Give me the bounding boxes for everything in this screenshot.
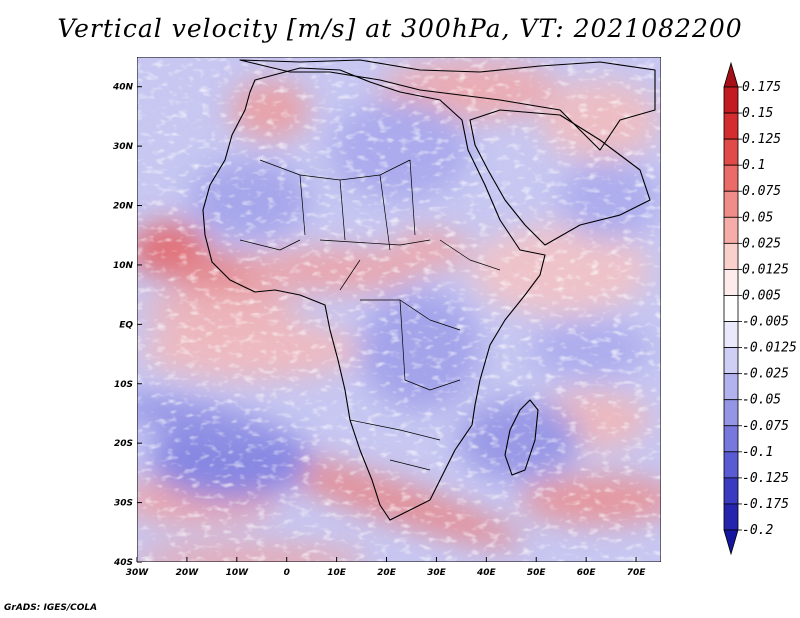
colorbar-label: -0.0125	[742, 341, 797, 356]
colorbar-swatch	[723, 477, 739, 505]
colorbar-label: -0.175	[742, 497, 789, 512]
credit-text: GrADS: IGES/COLA	[4, 603, 98, 613]
lon-tick-label: 30E	[427, 568, 447, 578]
coastline-arabia	[469, 109, 651, 246]
colorbar-label: 0.15	[742, 106, 773, 121]
colorbar-label: 0.125	[742, 132, 781, 147]
colorbar-label: -0.1	[742, 445, 773, 460]
colorbar-label: 0.05	[742, 210, 773, 225]
lon-tick-label: 20W	[176, 568, 200, 578]
colorbar-swatch	[723, 295, 739, 322]
colorbar-swatch	[723, 451, 739, 479]
map-title: Vertical velocity [m/s] at 300hPa, VT: 2…	[57, 14, 743, 43]
colorbar-swatch	[723, 86, 739, 114]
lon-tick-label: 50E	[527, 568, 547, 578]
colorbar-label: -0.075	[742, 419, 789, 434]
lon-tick-label: 70E	[627, 568, 647, 578]
velocity-field	[137, 57, 661, 562]
colorbar-top-triangle	[723, 61, 739, 88]
colorbar-label: -0.05	[742, 393, 781, 408]
longitude-axis: 30W 20W 10W 0 10E 20E 30E 40E 50E 60E 70E	[126, 557, 646, 578]
lon-tick-label: 60E	[577, 568, 597, 578]
coastline-madagascar	[504, 399, 539, 476]
lat-tick-label: 10N	[113, 261, 134, 271]
lat-tick-label: 20S	[114, 439, 133, 449]
lat-tick-label: 20N	[113, 202, 134, 212]
colorbar-label: 0.0125	[742, 262, 789, 277]
lon-tick-label: 10W	[226, 568, 250, 578]
colorbar-swatch	[723, 138, 739, 166]
colorbar-swatch	[723, 190, 739, 218]
colorbar-label: -0.2	[742, 523, 773, 538]
colorbar-label: 0.1	[742, 158, 765, 173]
colorbar-swatch	[723, 347, 739, 375]
lon-tick-label: 40E	[476, 568, 497, 578]
colorbar-swatch	[723, 269, 739, 296]
lon-tick-label: 20E	[377, 568, 397, 578]
colorbar-swatch	[723, 112, 739, 140]
colorbar-label: 0.025	[742, 236, 781, 251]
lat-tick-label: 30S	[114, 499, 133, 509]
lat-tick-label: 30N	[113, 142, 134, 152]
coastline-europe	[239, 59, 656, 151]
colorbar-swatch	[723, 216, 739, 244]
colorbar: 0.175 0.15 0.125 0.1 0.075 0.05 0.025 0.0125 0.0…	[723, 61, 797, 556]
colorbar-bottom-triangle	[723, 529, 739, 556]
colorbar-label: -0.025	[742, 367, 789, 382]
colorbar-swatch	[723, 373, 739, 401]
lat-tick-label: EQ	[119, 320, 133, 330]
colorbar-swatch	[723, 425, 739, 453]
colorbar-swatch	[723, 164, 739, 192]
lat-tick-label: 10S	[114, 380, 133, 390]
colorbar-swatch	[723, 503, 739, 531]
lon-tick-label: 0	[284, 568, 290, 578]
colorbar-swatch	[723, 399, 739, 427]
lat-tick-label: 40N	[112, 83, 134, 93]
colorbar-label: 0.005	[742, 288, 781, 303]
lon-tick-label: 10E	[327, 568, 347, 578]
colorbar-swatch	[723, 321, 739, 348]
coastline-africa	[202, 67, 546, 521]
lon-tick-label: 30W	[126, 568, 150, 578]
colorbar-label: -0.005	[742, 315, 789, 330]
latitude-axis: 40N 30N 20N 10N EQ 10S 20S 30S 40S	[112, 83, 142, 568]
lat-tick-label: 40S	[113, 558, 133, 568]
colorbar-swatch	[723, 242, 739, 270]
colorbar-label: -0.125	[742, 471, 789, 486]
country-borders	[239, 159, 501, 471]
colorbar-label: 0.075	[742, 184, 781, 199]
colorbar-label: 0.175	[742, 80, 781, 95]
